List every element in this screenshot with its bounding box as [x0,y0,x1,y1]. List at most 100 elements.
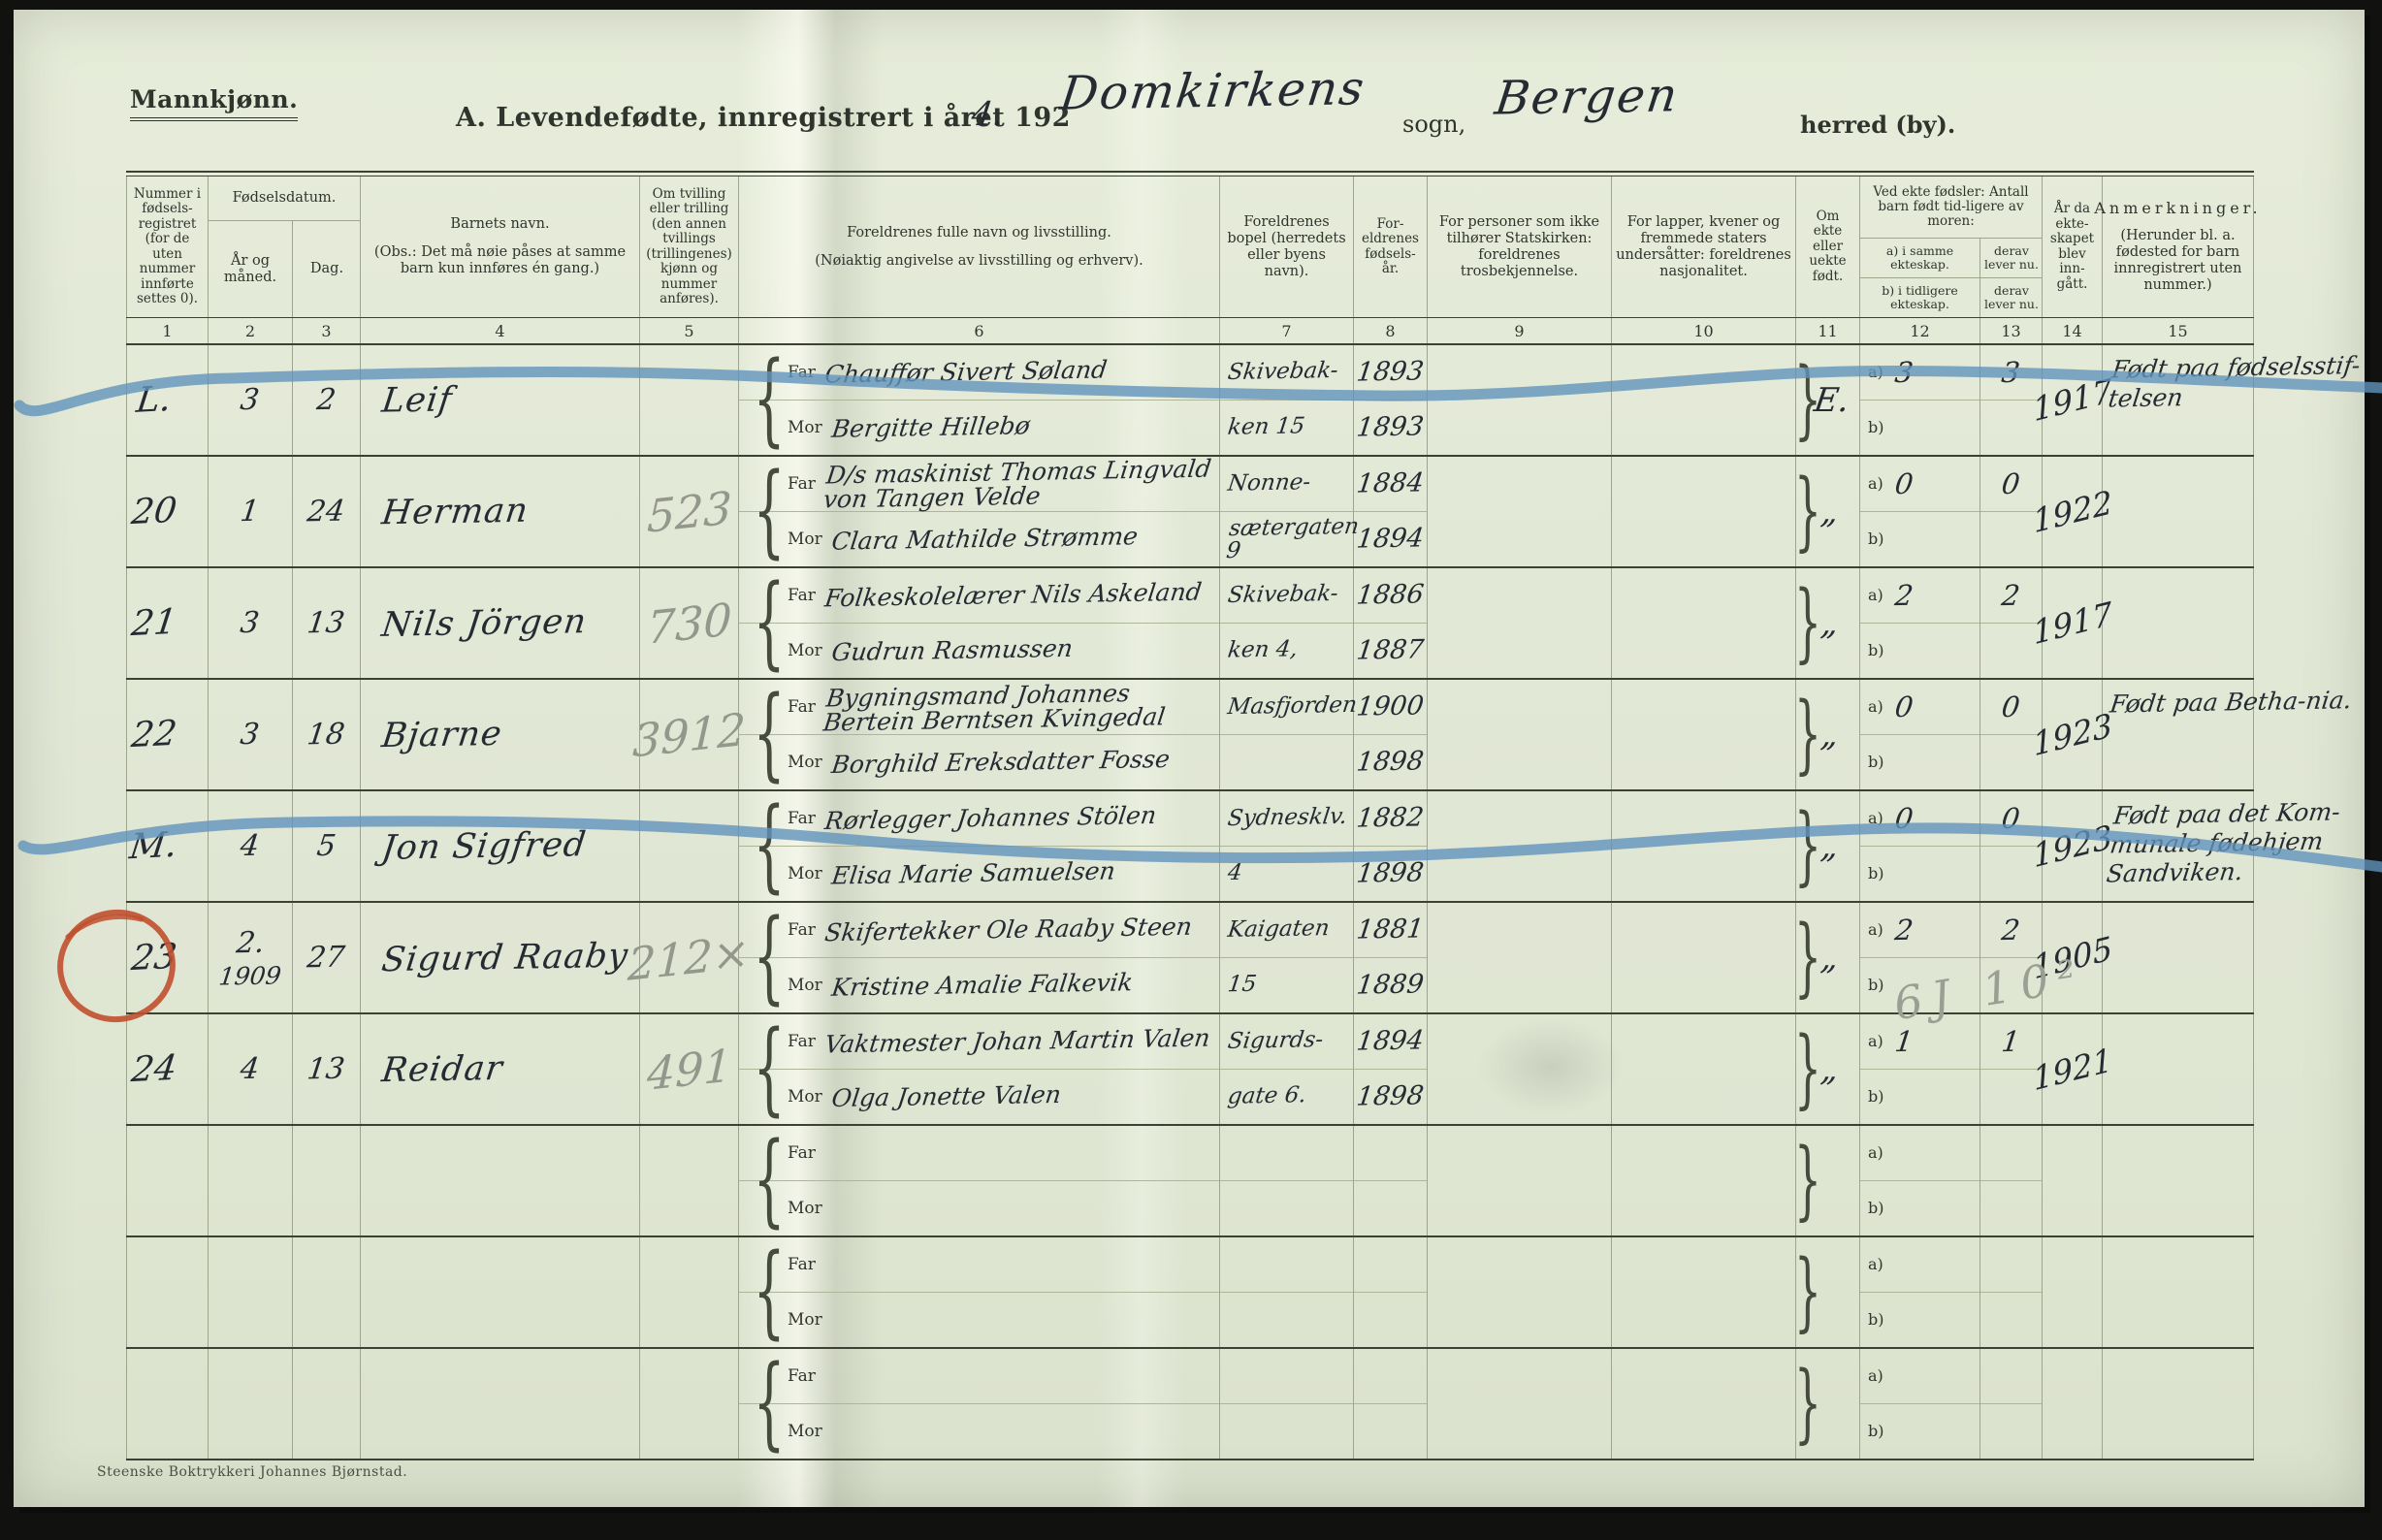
header-ved-ekte-group: Ved ekte fødsler: Antall barn født tid-l… [1860,176,2043,317]
cell-parents-birth-years [1354,1237,1428,1347]
cell-legitimate: } „ [1794,791,1860,901]
column-number: 1 [126,318,209,343]
handwritten-a-count: 0 [1892,690,1915,723]
cell-parents-birth-years: 1881 1889 [1354,903,1428,1012]
brace-left: { [753,561,786,681]
handwritten-month: 2. [234,925,267,960]
handwritten-marriage-year: 1917 [2030,594,2114,653]
brace-left: { [753,1231,786,1350]
cell-year-month: 4 [209,791,293,901]
handwritten-month: 3 [239,605,262,641]
cell-child-name: Bjarne [361,680,640,789]
label-a: a) [1868,920,1883,940]
handwritten-year-sub: 1909 [217,960,283,991]
register-row: 20 1 24 Herman 523 { Far D/s maskinist T… [126,450,2254,568]
cell-religion [1428,345,1612,455]
cell-child-name: Reidar [361,1014,640,1124]
cell-legitimate: } [1794,1126,1860,1235]
label-a: a) [1868,1255,1883,1274]
cell-year-month: 3 [209,568,293,678]
cell-twin-pencil-number: 491 [640,1014,739,1124]
handwritten-remark [2110,1131,2382,1136]
handwritten-child-name: Leif [379,379,455,421]
cell-parents-names: { Far Mor [739,1119,1220,1237]
handwritten-city-name: Bergen [1492,68,1683,126]
cell-year-month [209,1126,293,1235]
mother-line: Mor Olga Jonette Valen [739,1070,1219,1125]
cell-religion [1428,568,1612,678]
cell-residence: Kaigaten 15 [1220,903,1354,1012]
brace-right: } [1794,905,1821,1006]
cell-child-name: Sigurd Raaby [361,903,640,1012]
header-fodselsaar: For-eldrenes fødsels-år. [1354,176,1428,317]
cell-number: 24 [126,1014,209,1124]
cell-prior-children: a) 0 b) [1860,457,1980,566]
label-b: b) [1868,753,1884,772]
cell-year-month: 2. 1909 [209,903,293,1012]
cell-nationality [1612,1237,1796,1347]
brace-right: } [1794,459,1821,560]
handwritten-legitimate-mark: „ [1818,603,1841,643]
cell-prior-children: a) 2 b) [1860,568,1980,678]
cell-marriage-year: 1922 [2031,457,2113,566]
cell-children-living [1980,1126,2043,1235]
cell-day: 5 [293,791,361,901]
cell-prior-children: a) b) [1860,1126,1980,1235]
mor-label: Mor [788,1198,822,1218]
label-a: a) [1868,474,1883,494]
cell-prior-children: a) b) [1860,1237,1980,1347]
handwritten-day: 24 [306,494,347,529]
pencil-number: 730 [645,592,733,655]
handwritten-mother-birth-year: 1887 [1355,634,1426,666]
handwritten-month: 1 [239,494,262,529]
column-number: 14 [2043,318,2103,343]
cell-children-living: 0 [1980,457,2043,566]
handwritten-marriage-year: 1917 [2030,370,2114,430]
cell-parents-names: { Far Chauffør Sivert Søland Mor Bergitt… [739,338,1220,457]
cell-parents-names: { Far Rørlegger Johannes Stölen Mor Elis… [739,785,1220,903]
mor-label: Mor [788,863,822,883]
cell-religion [1428,1126,1612,1235]
cell-number: L. [126,345,209,455]
header-ved-ekte: Ved ekte fødsler: Antall barn født tid-l… [1873,184,2029,229]
handwritten-a-count: 0 [1892,466,1915,500]
cell-legitimate: } „ [1794,457,1860,566]
cell-residence: Nonne- sætergaten 9 [1220,457,1361,566]
cell-day: 27 [293,903,361,1012]
column-number: 7 [1220,318,1354,343]
cell-children-living: 1 [1980,1014,2043,1124]
cell-parents-names: { Far Mor [739,1342,1220,1460]
handwritten-remark [2110,1242,2382,1247]
cell-parents-birth-years: 1894 1898 [1354,1014,1428,1124]
cell-twin-pencil-number [640,1237,739,1347]
cell-day: 18 [293,680,361,789]
cell-nationality [1612,568,1796,678]
mor-label: Mor [788,417,822,437]
handwritten-legitimate-mark: „ [1818,826,1841,866]
handwritten-day: 13 [306,1051,347,1087]
cell-marriage-year: 1917 [2031,568,2113,678]
column-number: 15 [2103,318,2254,343]
handwritten-a-count: 2 [1892,913,1915,946]
handwritten-residence-line2: ken 4, [1226,636,1300,663]
handwritten-a-count: 1 [1892,1024,1915,1058]
cell-children-living [1980,1237,2043,1347]
cell-number [126,1349,209,1459]
column-number: 2 [209,318,293,343]
handwritten-register-number: L. [134,379,174,421]
column-number: 9 [1428,318,1612,343]
sogn-label: sogn, [1402,111,1466,138]
column-numbers-row: 1 2 3 4 5 6 7 8 9 10 11 12 13 14 15 [126,318,2254,345]
cell-remarks: Født paa Betha-nia. [2103,680,2353,789]
handwritten-a-living: 1 [2000,1024,2022,1058]
cell-twin-pencil-number [640,791,739,901]
table-header-row: Nummer i fødsels-registret (for de uten … [126,176,2258,318]
cell-legitimate: } [1794,1349,1860,1459]
cell-remarks: Født paa fødselsstif-telsen [2103,345,2362,455]
brace-left: { [753,1008,786,1127]
handwritten-a-living: 2 [2000,913,2022,946]
cell-nationality [1612,345,1796,455]
cell-number: 21 [126,568,209,678]
brace-right: } [1794,793,1821,894]
cell-children-living [1980,1349,2043,1459]
